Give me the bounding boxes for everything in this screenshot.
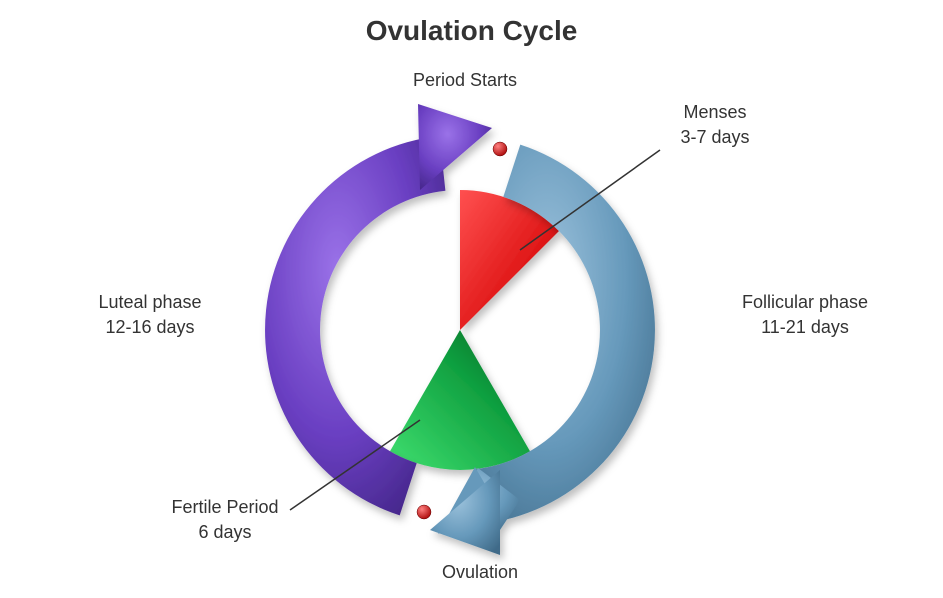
label-luteal-l1: Luteal phase — [75, 290, 225, 315]
label-menses-l1: Menses — [650, 100, 780, 125]
label-ovulation-l1: Ovulation — [420, 560, 540, 585]
period-start-marker — [493, 142, 507, 156]
label-follicular-l2: 11-21 days — [720, 315, 890, 340]
label-fertile: Fertile Period 6 days — [150, 495, 300, 545]
label-period-starts-l1: Period Starts — [395, 68, 535, 93]
label-fertile-l1: Fertile Period — [150, 495, 300, 520]
ovulation-marker — [417, 505, 431, 519]
label-follicular: Follicular phase 11-21 days — [720, 290, 890, 340]
label-menses: Menses 3-7 days — [650, 100, 780, 150]
label-luteal: Luteal phase 12-16 days — [75, 290, 225, 340]
label-luteal-l2: 12-16 days — [75, 315, 225, 340]
label-fertile-l2: 6 days — [150, 520, 300, 545]
label-menses-l2: 3-7 days — [650, 125, 780, 150]
fertile-wedge — [390, 330, 530, 470]
label-ovulation: Ovulation — [420, 560, 540, 585]
label-follicular-l1: Follicular phase — [720, 290, 890, 315]
label-period-starts: Period Starts — [395, 68, 535, 93]
